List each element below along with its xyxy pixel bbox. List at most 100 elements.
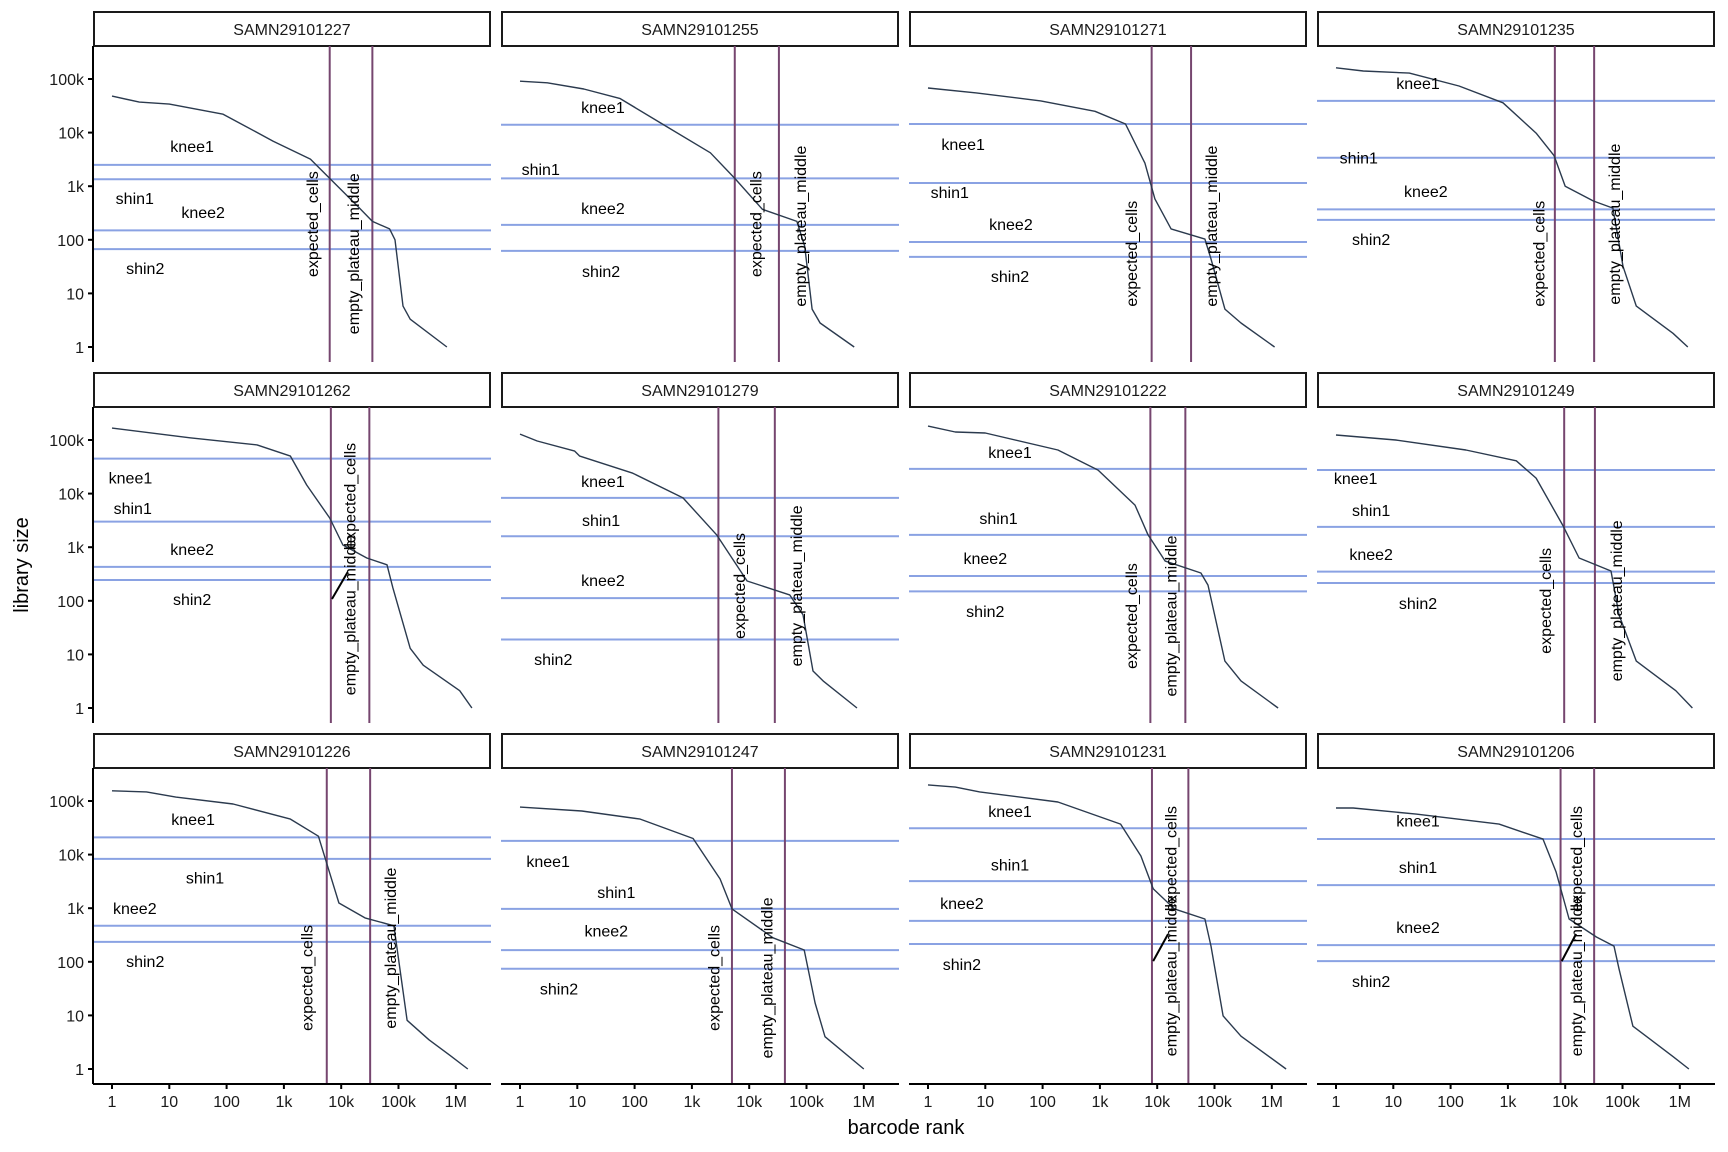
y-tick-label: 10k (58, 126, 85, 143)
y-tick-label: 1k (67, 179, 85, 196)
y-tick-label: 10k (58, 487, 85, 504)
x-tick-label: 1 (1332, 1094, 1341, 1111)
label-shin2: shin2 (1352, 232, 1390, 249)
barcode-rank-curve (1335, 434, 1693, 709)
label-expected-cells: expected_cells (300, 925, 317, 1031)
label-shin2: shin2 (534, 652, 572, 669)
facet-strip-title: SAMN29101206 (1457, 744, 1575, 761)
label-shin2: shin2 (943, 957, 981, 974)
x-tick-label: 10k (1552, 1094, 1579, 1111)
facet-strip (909, 11, 1307, 47)
y-tick-label: 100 (57, 594, 84, 611)
facet-panel: SAMN29101226 knee1 shin1 knee2 shin2 expected… (49, 733, 491, 1111)
facet-panel: SAMN29101227 knee1 shin1 knee2 shin2 expected… (49, 11, 491, 362)
label-empty-plateau-middle: empty_plateau_middle (1163, 535, 1180, 696)
label-empty-plateau-middle: empty_plateau_middle (793, 146, 810, 307)
plot-area: knee1shin1knee2shin2expected_cellsempty_… (93, 407, 491, 723)
x-tick-label: 1M (853, 1094, 875, 1111)
label-shin1: shin1 (597, 885, 635, 902)
barcode-rank-curve (927, 87, 1276, 348)
barcode-rank-curve (111, 790, 469, 1070)
label-connector (331, 571, 349, 600)
facet-panel: SAMN29101206 knee1 shin1 knee2 shin2 expected… (1317, 733, 1715, 1111)
label-knee2: knee2 (940, 896, 984, 913)
x-tick-label: 1k (1091, 1094, 1109, 1111)
y-tick-label: 10 (66, 286, 84, 303)
facet-panel: SAMN29101262 knee1 shin1 knee2 shin2 expected… (49, 372, 491, 723)
y-tick-label: 1 (75, 701, 84, 718)
label-expected-cells: expected_cells (1124, 201, 1141, 307)
facet-strip-title: SAMN29101255 (641, 22, 759, 39)
label-connector (1560, 933, 1577, 962)
x-tick-label: 1 (108, 1094, 117, 1111)
label-knee1: knee1 (171, 812, 215, 829)
label-shin2: shin2 (991, 269, 1029, 286)
x-tick-label: 100 (1029, 1094, 1056, 1111)
label-knee2: knee2 (1349, 547, 1393, 564)
facet-panel: SAMN29101249 knee1 shin1 knee2 shin2 expected… (1317, 372, 1715, 723)
label-shin2: shin2 (540, 981, 578, 998)
label-expected-cells: expected_cells (305, 171, 322, 277)
label-expected-cells: expected_cells (1531, 201, 1548, 307)
label-knee2: knee2 (989, 217, 1033, 234)
facet-strip-title: SAMN29101271 (1049, 22, 1167, 39)
label-shin2: shin2 (126, 261, 164, 278)
x-tick-label: 1 (516, 1094, 525, 1111)
y-tick-label: 100k (49, 433, 85, 450)
facet-strip-title: SAMN29101222 (1049, 383, 1167, 400)
label-expected-cells: expected_cells (343, 443, 360, 549)
x-axis-title: barcode rank (848, 1117, 966, 1139)
facet-strip (1317, 733, 1715, 769)
y-tick-label: 10 (66, 1008, 84, 1025)
plot-area: knee1shin1knee2shin2expected_cellsempty_… (909, 768, 1307, 1084)
facet-strip-title: SAMN29101279 (641, 383, 759, 400)
y-tick-label: 10 (66, 647, 84, 664)
label-shin2: shin2 (126, 954, 164, 971)
barcode-rank-curve (927, 425, 1279, 709)
label-expected-cells: expected_cells (1124, 563, 1141, 669)
x-tick-label: 10k (328, 1094, 355, 1111)
x-tick-label: 1M (445, 1094, 467, 1111)
x-tick-label: 10 (1384, 1094, 1402, 1111)
label-connector (1152, 933, 1169, 962)
x-tick-label: 100k (1197, 1094, 1233, 1111)
label-shin1: shin1 (1340, 151, 1378, 168)
y-tick-label: 100 (57, 955, 84, 972)
label-shin1: shin1 (991, 857, 1029, 874)
label-knee1: knee1 (988, 804, 1032, 821)
facet-strip-title: SAMN29101235 (1457, 22, 1575, 39)
label-shin1: shin1 (522, 162, 560, 179)
label-expected-cells: expected_cells (1569, 806, 1586, 912)
facet-panel: SAMN29101235 knee1 shin1 knee2 shin2 expected… (1317, 11, 1715, 362)
label-expected-cells: expected_cells (1538, 548, 1555, 654)
facet-panel: SAMN29101231 knee1 shin1 knee2 shin2 expected… (909, 733, 1307, 1111)
label-shin1: shin1 (582, 513, 620, 530)
label-expected-cells: expected_cells (707, 925, 724, 1031)
x-tick-label: 10 (160, 1094, 178, 1111)
label-knee1: knee1 (1396, 76, 1440, 93)
x-tick-label: 1k (275, 1094, 293, 1111)
x-tick-label: 100 (213, 1094, 240, 1111)
x-tick-label: 1M (1261, 1094, 1283, 1111)
y-tick-label: 10k (58, 848, 85, 865)
y-tick-label: 100 (57, 233, 84, 250)
facet-strip-title: SAMN29101262 (233, 383, 351, 400)
x-tick-label: 1 (924, 1094, 933, 1111)
label-knee2: knee2 (581, 201, 625, 218)
label-empty-plateau-middle: empty_plateau_middle (1609, 520, 1626, 681)
label-empty-plateau-middle: empty_plateau_middle (789, 505, 806, 666)
label-knee1: knee1 (581, 474, 625, 491)
facet-strip (93, 11, 491, 47)
facet-strip-title: SAMN29101231 (1049, 744, 1167, 761)
facet-strip (93, 372, 491, 408)
x-tick-label: 1k (1499, 1094, 1517, 1111)
x-tick-label: 1k (683, 1094, 701, 1111)
label-knee2: knee2 (1404, 184, 1448, 201)
label-knee2: knee2 (581, 573, 625, 590)
